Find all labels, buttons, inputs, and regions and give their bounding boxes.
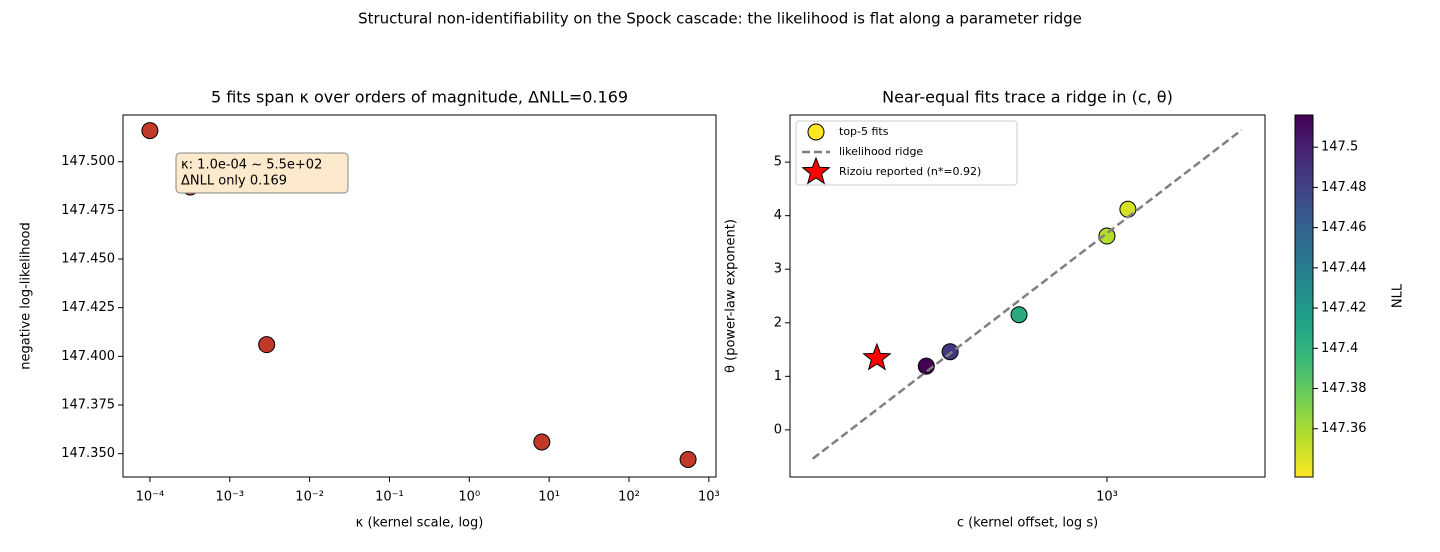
y-tick-label: 147.475 bbox=[61, 203, 115, 218]
colorbar-tick-label: 147.46 bbox=[1321, 220, 1367, 235]
point bbox=[258, 336, 276, 354]
ridge-line bbox=[811, 129, 1243, 460]
x-tick-label: 10⁻⁴ bbox=[136, 490, 165, 505]
point bbox=[1098, 227, 1116, 245]
point bbox=[1010, 306, 1028, 324]
legend-star bbox=[801, 156, 831, 185]
legend-label: likelihood ridge bbox=[839, 145, 923, 158]
colorbar-tick-label: 147.36 bbox=[1321, 421, 1367, 436]
x-tick-label: 10⁻² bbox=[295, 490, 324, 505]
colorbar-tick-label: 147.48 bbox=[1321, 180, 1367, 195]
y-tick-label: 1 bbox=[774, 369, 782, 384]
x-tick-label: 10¹ bbox=[538, 490, 560, 505]
colorbar-tick-label: 147.5 bbox=[1321, 140, 1358, 155]
colorbar-tick-label: 147.42 bbox=[1321, 301, 1367, 316]
y-tick-label: 3 bbox=[774, 262, 782, 277]
colorbar-label: NLL bbox=[1391, 283, 1406, 308]
axis-title: Near-equal fits trace a ridge in (c, θ) bbox=[882, 88, 1173, 107]
annotation-box bbox=[175, 152, 349, 194]
y-tick-label: 147.450 bbox=[61, 252, 115, 267]
point bbox=[141, 122, 159, 140]
y-axis-label: negative log-likelihood bbox=[19, 222, 34, 369]
x-tick-label: 10⁻¹ bbox=[375, 490, 404, 505]
x-tick-label: 10³ bbox=[698, 490, 720, 505]
colorbar-tick-label: 147.44 bbox=[1321, 260, 1367, 275]
point bbox=[1119, 200, 1137, 218]
point bbox=[941, 343, 959, 361]
x-axis-label: c (kernel offset, log s) bbox=[957, 516, 1098, 531]
point bbox=[533, 433, 551, 451]
legend-box bbox=[795, 120, 1018, 186]
legend-label: top-5 fits bbox=[839, 125, 889, 138]
y-axis-label: θ (power-law exponent) bbox=[724, 219, 739, 373]
x-tick-label: 10⁰ bbox=[458, 490, 480, 505]
x-tick-label: 10⁻³ bbox=[215, 490, 244, 505]
y-tick-label: 147.500 bbox=[61, 154, 115, 169]
legend-label: Rizoiu reported (n*=0.92) bbox=[839, 165, 981, 178]
star-point bbox=[862, 342, 892, 371]
axis-title: 5 fits span κ over orders of magnitude, … bbox=[211, 88, 628, 107]
x-axis-label: κ (kernel scale, log) bbox=[356, 516, 484, 531]
annotation-text: ΔNLL only 0.169 bbox=[181, 174, 287, 189]
y-tick-label: 147.375 bbox=[61, 397, 115, 412]
colorbar bbox=[1294, 114, 1314, 478]
x-tick-label: 10² bbox=[618, 490, 640, 505]
figure-title: Structural non-identifiability on the Sp… bbox=[358, 10, 1082, 28]
y-tick-label: 147.400 bbox=[61, 349, 115, 364]
y-tick-label: 4 bbox=[774, 208, 782, 223]
legend-marker bbox=[807, 123, 825, 141]
colorbar-tick-label: 147.38 bbox=[1321, 381, 1367, 396]
colorbar-tick-label: 147.4 bbox=[1321, 341, 1358, 356]
y-tick-label: 147.350 bbox=[61, 446, 115, 461]
y-tick-label: 5 bbox=[774, 155, 782, 170]
x-tick-label: 10³ bbox=[1096, 490, 1118, 505]
y-tick-label: 147.425 bbox=[61, 300, 115, 315]
annotation-text: κ: 1.0e-04 ~ 5.5e+02 bbox=[181, 158, 322, 173]
y-tick-label: 2 bbox=[774, 315, 782, 330]
point bbox=[679, 450, 697, 468]
y-tick-label: 0 bbox=[774, 422, 782, 437]
